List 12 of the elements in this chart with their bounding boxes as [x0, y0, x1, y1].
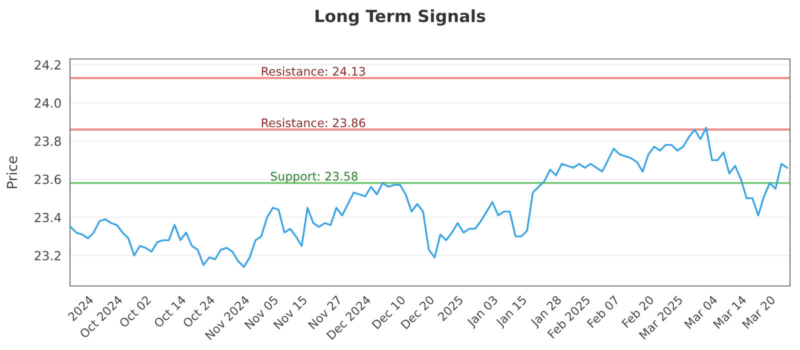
y-tick-label: 23.8	[34, 136, 61, 146]
y-tick-label: 24.2	[34, 60, 60, 70]
y-tick-label: 23.4	[34, 212, 61, 222]
y-tick-label: 23.6	[34, 174, 61, 184]
ref-line-label: Resistance: 24.13	[262, 66, 365, 76]
chart-title: Long Term Signals	[316, 9, 486, 26]
line-series	[70, 126, 788, 268]
y-tick-label: 23.2	[34, 250, 60, 260]
ref-line-label: Support: 23.58	[270, 172, 358, 183]
ref-line-label: Resistance: 23.86	[262, 118, 366, 128]
y-axis-title: Price	[6, 156, 18, 188]
y-tick-label: 24.0	[34, 98, 61, 108]
